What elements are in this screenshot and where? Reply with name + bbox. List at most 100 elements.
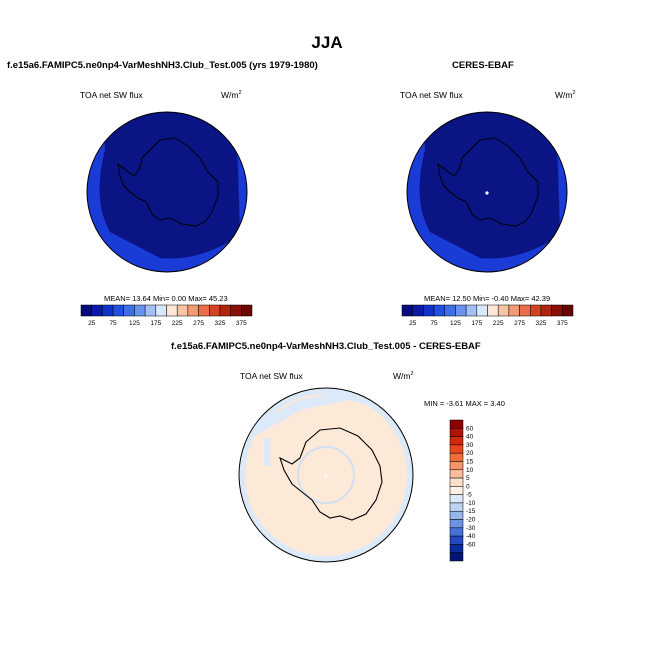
- panel1-colorbar-box: [230, 304, 242, 317]
- panel1-colorbar-tick-label: 325: [215, 320, 226, 327]
- panel2-colorbar-box: [508, 304, 520, 317]
- panel1-colorbar-box: [241, 304, 253, 317]
- panel1-map: [86, 111, 248, 273]
- panel2-colorbar-tick-label: 125: [450, 320, 461, 327]
- panel2-map: [406, 111, 568, 273]
- panel3-title: f.e15a6.FAMIPC5.ne0np4-VarMeshNH3.Club_T…: [171, 341, 481, 352]
- panel3-colorbar-box: [449, 502, 464, 512]
- panel3-colorbar-box: [449, 419, 464, 429]
- panel1-colorbar-tick-label: 25: [88, 320, 96, 327]
- panel2-units-label: W/m2: [555, 90, 576, 100]
- panel1-colorbar-box: [80, 304, 92, 317]
- panel2-colorbar-box: [519, 304, 531, 317]
- panel1-map-border: [86, 111, 248, 273]
- figure-title: JJA: [311, 33, 343, 52]
- panel3-colorbar-tick-label: 0: [466, 483, 470, 490]
- panel1-colorbar-tick-label: 75: [109, 320, 117, 327]
- panel2-stats: MEAN= 12.50 Min= -0.40 Max= 42.39: [424, 294, 551, 303]
- panel1-colorbar-box: [102, 304, 114, 317]
- panel3-colorbar-box: [449, 552, 464, 562]
- panel3-colorbar-tick-label: -5: [466, 492, 472, 499]
- panel3-colorbar-tick-label: 15: [466, 458, 474, 465]
- panel2-colorbar-tick-label: 225: [493, 320, 504, 327]
- panel2-colorbar-tick-label: 375: [557, 320, 568, 327]
- panel2-colorbar-box: [530, 304, 542, 317]
- panel1-antarctica-coastline: [117, 137, 219, 227]
- panel2-colorbar-box: [465, 304, 478, 317]
- panel2-colorbar-tick-label: 325: [536, 320, 547, 327]
- panel2-colorbar-box: [455, 304, 467, 317]
- panel2-title: CERES-EBAF: [452, 60, 514, 71]
- panel3-map: [238, 387, 414, 563]
- panel1-inner-field: [99, 112, 240, 259]
- panel3-colorbar-tick-label: -60: [466, 541, 476, 548]
- panel1-colorbar: 25 75 125 175 225 275 325 375: [80, 304, 253, 327]
- panel2-colorbar-box: [412, 304, 424, 317]
- panel3-colorbar-tick-label: 10: [466, 467, 474, 474]
- panel2-colorbar-box: [401, 304, 413, 317]
- panel2-colorbar: 25 75 125 175 225 275 325 375: [401, 304, 574, 327]
- panel3-colorbar-box: [449, 436, 464, 446]
- panel2-inner-field: [419, 112, 560, 259]
- panel2-variable-label: TOA net SW flux: [400, 90, 463, 100]
- panel2-colorbar-tick-label: 275: [514, 320, 525, 327]
- panel3-colorbar-tick-label: -20: [466, 517, 476, 524]
- panel1-colorbar-box: [91, 304, 103, 317]
- panel1-colorbar-box: [155, 304, 167, 317]
- panel1-colorbar-tick-label: 125: [129, 320, 140, 327]
- panel3-colorbar-box: [449, 444, 464, 454]
- panel3-pole-point: [324, 474, 328, 478]
- panel1-title: f.e15a6.FAMIPC5.ne0np4-VarMeshNH3.Club_T…: [7, 60, 318, 71]
- panel1-colorbar-box: [134, 304, 146, 317]
- panel2-colorbar-box: [433, 304, 445, 317]
- panel1-colorbar-tick-label: 225: [172, 320, 183, 327]
- panel3-pole-blue-ring: [297, 446, 355, 504]
- panel3-colorbar-box: [449, 486, 464, 495]
- panel3-colorbar-box: [449, 535, 464, 545]
- panel2-colorbar-tick-label: 175: [471, 320, 482, 327]
- panel1-stats: MEAN= 13.64 Min= 0.00 Max= 45.23: [104, 294, 228, 303]
- panel3-colorbar-box: [449, 494, 464, 504]
- panel3-colorbar-tick-label: 20: [466, 450, 474, 457]
- panel3-peninsula-blue-patch: [264, 438, 270, 466]
- panel3-stats: MIN = -3.61 MAX = 3.40: [424, 399, 505, 408]
- panel3-colorbar-box: [449, 461, 464, 471]
- panel1-colorbar-box: [198, 304, 210, 317]
- panel3-colorbar-tick-label: -30: [466, 525, 476, 532]
- panel1-units-label: W/m2: [221, 90, 242, 100]
- panel1-colorbar-box: [123, 304, 135, 317]
- panel2-colorbar-box: [551, 304, 563, 317]
- panel1-colorbar-box: [219, 304, 231, 317]
- panel3-colorbar-tick-label: 40: [466, 434, 474, 441]
- panel3-antarctica-coastline: [279, 427, 383, 521]
- panel3-colorbar-box: [449, 469, 464, 479]
- panel3-map-border: [238, 387, 414, 563]
- panel1-colorbar-tick-label: 375: [236, 320, 247, 327]
- panel1-colorbar-box: [209, 304, 221, 317]
- panel3-units-label: W/m2: [393, 371, 414, 381]
- panel2-colorbar-box: [444, 304, 456, 317]
- panel1-colorbar-tick-label: 275: [193, 320, 204, 327]
- panel3-colorbar-box: [449, 527, 464, 537]
- panel3-colorbar-tick-label: 30: [466, 442, 474, 449]
- panel1-colorbar-tick-label: 175: [150, 320, 161, 327]
- panel3-colorbar-tick-label: -15: [466, 508, 476, 515]
- panel2-colorbar-box: [487, 304, 499, 317]
- panel3-colorbar-box: [449, 452, 464, 462]
- panel1-colorbar-box: [144, 304, 157, 317]
- panel1-variable-label: TOA net SW flux: [80, 90, 143, 100]
- panel2-pole-point: [485, 191, 489, 195]
- panel2-colorbar-tick-label: 75: [430, 320, 438, 327]
- panel1-colorbar-box: [187, 304, 199, 317]
- panel3-colorbar-tick-label: 5: [466, 475, 470, 482]
- panel3-colorbar-tick-label: -10: [466, 500, 476, 507]
- panel2-colorbar-box: [562, 304, 574, 317]
- panel3-colorbar-tick-label: 60: [466, 425, 474, 432]
- panel2-colorbar-box: [423, 304, 435, 317]
- panel1-colorbar-box: [166, 304, 178, 317]
- panel2-antarctica-coastline: [437, 137, 539, 227]
- panel3-colorbar-box: [449, 428, 464, 437]
- panel3-colorbar-box: [449, 544, 464, 553]
